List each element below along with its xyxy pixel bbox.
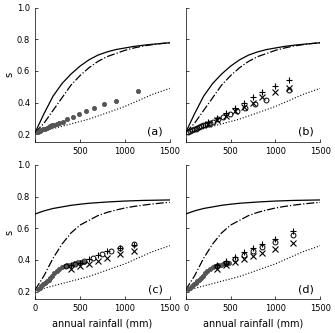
X-axis label: annual rainfall (mm): annual rainfall (mm): [52, 319, 152, 329]
Text: (c): (c): [148, 284, 163, 294]
Text: (b): (b): [298, 127, 314, 137]
Text: (d): (d): [298, 284, 314, 294]
Y-axis label: s: s: [4, 230, 14, 235]
Y-axis label: s: s: [4, 72, 14, 78]
Text: (a): (a): [147, 127, 163, 137]
X-axis label: annual rainfall (mm): annual rainfall (mm): [203, 319, 303, 329]
